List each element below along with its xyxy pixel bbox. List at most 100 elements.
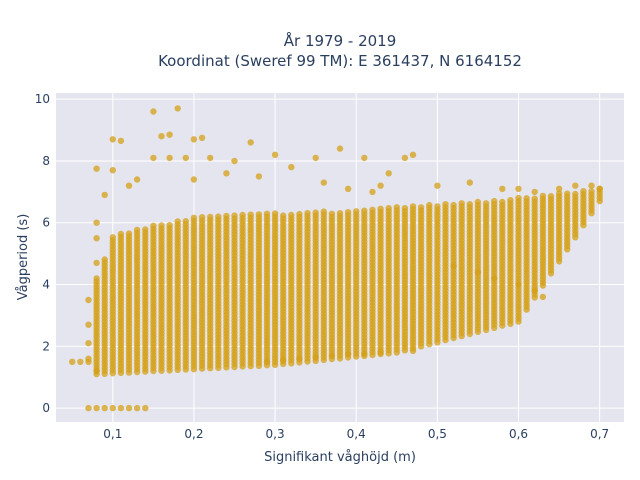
data-point — [125, 182, 133, 189]
data-point — [572, 182, 579, 189]
data-point — [109, 136, 117, 143]
y-axis-ticks: 0 2 4 6 8 10 — [35, 92, 50, 415]
data-point — [101, 256, 108, 263]
x-tick-label: 0,4 — [347, 427, 366, 441]
data-point — [93, 165, 100, 172]
data-point — [564, 190, 571, 197]
data-point — [499, 198, 506, 206]
data-point — [344, 209, 352, 216]
data-point — [482, 200, 490, 207]
data-point — [93, 235, 100, 242]
data-point — [328, 210, 336, 217]
data-point — [417, 204, 425, 211]
data-point — [344, 350, 352, 358]
data-point — [263, 358, 271, 365]
data-point — [93, 219, 100, 226]
data-point — [77, 358, 84, 365]
data-point — [174, 218, 181, 225]
data-point — [328, 352, 336, 359]
data-point — [85, 340, 92, 347]
data-point — [320, 208, 327, 215]
data-point — [401, 154, 409, 162]
data-point — [515, 185, 522, 192]
data-point — [166, 131, 173, 138]
x-tick-label: 0,3 — [266, 427, 285, 441]
data-point — [101, 191, 108, 199]
data-point — [312, 209, 319, 216]
y-tick-label: 4 — [42, 278, 50, 292]
data-point — [190, 214, 198, 221]
data-point — [85, 358, 92, 365]
y-tick-label: 8 — [42, 154, 50, 168]
data-point — [588, 182, 595, 189]
y-axis-label: Vågperiod (s) — [16, 214, 31, 301]
data-point — [361, 350, 368, 358]
data-point — [515, 194, 522, 202]
data-point — [85, 404, 92, 412]
data-point — [150, 222, 157, 229]
data-point — [93, 275, 100, 282]
data-point — [466, 179, 473, 186]
data-point — [125, 230, 133, 237]
data-point — [150, 108, 157, 115]
data-point — [133, 226, 141, 234]
data-point — [255, 173, 263, 180]
data-point — [320, 179, 327, 186]
x-axis-label: Signifikant våghöjd (m) — [264, 450, 416, 465]
data-point — [93, 404, 100, 412]
y-tick-label: 0 — [42, 401, 50, 415]
data-point — [596, 185, 603, 192]
data-point — [499, 185, 506, 192]
data-point — [539, 192, 547, 200]
data-point — [539, 293, 547, 301]
data-point — [580, 188, 587, 195]
y-tick-label: 2 — [42, 339, 50, 353]
data-point — [547, 193, 555, 200]
data-point — [255, 211, 263, 218]
data-point — [409, 203, 417, 210]
data-point — [336, 145, 344, 152]
data-point — [434, 182, 441, 189]
data-point — [523, 195, 530, 202]
data-point — [288, 163, 295, 171]
data-point — [312, 353, 319, 361]
data-point — [133, 404, 141, 412]
data-point — [296, 355, 303, 362]
data-point — [572, 190, 579, 198]
data-point — [271, 151, 279, 158]
data-point — [190, 176, 198, 183]
data-point — [142, 404, 149, 412]
data-point — [409, 151, 417, 158]
data-point — [93, 367, 100, 375]
data-point — [271, 210, 279, 217]
data-point — [353, 208, 360, 215]
data-point — [474, 269, 482, 276]
chart-title-line-2: Koordinat (Sweref 99 TM): E 361437, N 61… — [158, 52, 522, 70]
data-point — [442, 201, 449, 208]
data-point — [336, 210, 344, 217]
data-point — [263, 210, 271, 217]
data-point — [142, 226, 149, 233]
data-point — [231, 157, 238, 165]
data-point — [215, 213, 222, 220]
data-point — [223, 170, 230, 177]
data-point — [247, 139, 254, 146]
data-point — [361, 154, 368, 162]
x-tick-label: 0,2 — [184, 427, 203, 441]
data-point — [247, 211, 254, 218]
data-point — [174, 105, 181, 112]
data-point — [491, 197, 498, 205]
data-point — [369, 188, 376, 196]
data-point — [531, 195, 538, 202]
data-point — [450, 262, 457, 270]
data-point — [133, 176, 141, 183]
data-point — [401, 205, 409, 212]
data-point — [182, 218, 189, 225]
data-point — [296, 210, 303, 218]
data-point — [101, 404, 108, 412]
data-point — [109, 404, 117, 412]
data-point — [393, 204, 400, 211]
data-point — [377, 205, 384, 212]
